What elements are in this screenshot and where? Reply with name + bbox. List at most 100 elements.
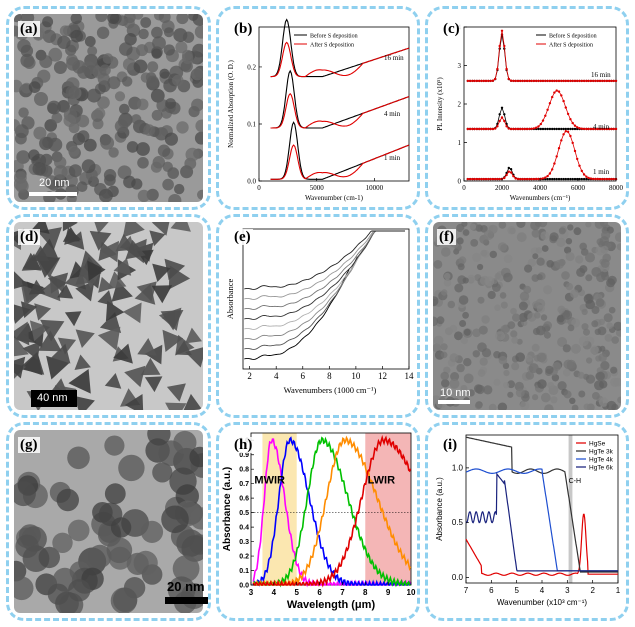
nanoparticle xyxy=(503,382,510,389)
nanoparticle xyxy=(162,178,174,191)
nanoparticle xyxy=(57,284,74,299)
y-tick-label: 0.8 xyxy=(239,467,249,474)
nanoparticle xyxy=(604,334,613,342)
nanoparticle xyxy=(606,322,613,329)
nanoparticle xyxy=(519,291,530,301)
nanoparticle xyxy=(72,132,85,146)
annotation: 1 min xyxy=(593,168,610,176)
nanoparticle xyxy=(14,576,34,601)
nanoparticle xyxy=(483,385,493,395)
nanoparticle xyxy=(536,352,547,363)
scale-text-g: 20 nm xyxy=(167,579,205,594)
y-tick-label: 0.2 xyxy=(239,554,249,561)
nanoparticle xyxy=(66,54,78,66)
nanoparticle xyxy=(173,430,197,455)
y-axis-label: Absorbance (a.u.) xyxy=(435,477,444,541)
nanoparticle xyxy=(166,383,186,402)
nanoparticle xyxy=(571,318,581,328)
nanoparticle xyxy=(113,587,138,612)
nanoparticle xyxy=(470,239,479,247)
nanoparticle xyxy=(70,29,83,43)
nanoparticle xyxy=(52,532,73,553)
absorbance-curve xyxy=(244,232,374,330)
nanoparticle xyxy=(459,320,467,327)
nanoparticle xyxy=(606,278,616,288)
nanoparticle xyxy=(21,116,35,130)
nanoparticle xyxy=(21,284,42,307)
y-axis-label: Absorbance (a.u.) xyxy=(222,467,233,551)
nanoparticle xyxy=(507,391,514,398)
nanoparticle xyxy=(133,14,144,20)
legend-label: HgSe xyxy=(589,441,606,448)
nanoparticle xyxy=(87,88,101,103)
nanoparticle xyxy=(519,400,530,410)
nanoparticle xyxy=(191,68,203,81)
nanoparticle xyxy=(114,91,126,102)
nanoparticle xyxy=(463,373,474,384)
y-tick-label: 1.0 xyxy=(452,463,464,472)
nanoparticle xyxy=(477,263,484,271)
nanoparticle xyxy=(532,394,539,401)
nanoparticle xyxy=(192,43,203,58)
nanoparticle xyxy=(503,369,510,377)
nanoparticle xyxy=(479,357,488,366)
nanoparticle xyxy=(147,61,159,73)
nanoparticle xyxy=(567,224,574,231)
nanoparticle xyxy=(498,222,507,229)
nanoparticle xyxy=(573,227,582,236)
nanoparticle xyxy=(122,58,136,71)
nanoparticle xyxy=(557,305,566,314)
annotation: 16 min xyxy=(591,71,611,79)
y-tick-label: 0.0 xyxy=(452,573,464,582)
nanoparticle xyxy=(492,283,501,292)
x-axis-label: Wavenumber (x10³ cm⁻¹) xyxy=(497,598,588,607)
plot-frame xyxy=(250,432,412,586)
panel-e: 2 4 6 8 10 12 14 Wavenumbers (1000 cm⁻¹) Absorba… xyxy=(216,214,420,418)
absorbance-curve xyxy=(244,230,405,290)
legend-label: Before S deposition xyxy=(549,33,597,40)
nanoparticle xyxy=(197,189,203,200)
nanoparticle xyxy=(14,481,36,507)
nanoparticle xyxy=(561,271,570,280)
nanoparticle xyxy=(97,96,110,109)
nanoparticle xyxy=(183,393,202,410)
panel-label-f: (f) xyxy=(437,229,456,245)
nanoparticle xyxy=(113,343,133,364)
nanoparticle xyxy=(597,326,607,336)
nanoparticle xyxy=(22,253,42,271)
nanoparticle xyxy=(165,98,177,109)
nanoparticle xyxy=(64,227,82,245)
nanoparticle xyxy=(598,318,605,326)
nanoparticle xyxy=(143,124,156,136)
nanoparticle xyxy=(440,343,448,351)
nanoparticle xyxy=(84,36,96,47)
x-tick-label: 3 xyxy=(249,588,254,597)
nanoparticle xyxy=(102,53,114,64)
panel-d: (d) 40 nm xyxy=(6,214,211,418)
nanoparticle xyxy=(516,222,526,228)
nanoparticle xyxy=(103,169,117,182)
nanoparticle xyxy=(525,371,534,380)
panel-label-h: (h) xyxy=(232,437,255,453)
annotation: 4 min xyxy=(384,110,401,118)
nanoparticle xyxy=(512,313,521,322)
nanoparticle xyxy=(108,147,119,158)
nanoparticle xyxy=(480,249,488,257)
legend-label: HgTe 4k xyxy=(589,457,614,464)
nanoparticle xyxy=(528,363,539,374)
nanoparticle xyxy=(503,272,513,283)
nanoparticle xyxy=(550,396,558,404)
absorbance-curve xyxy=(244,230,390,310)
panel-label-b: (b) xyxy=(232,21,255,37)
scale-text-f: 10 nm xyxy=(440,387,471,399)
nanoparticle xyxy=(477,296,485,304)
y-tick-label: 0.7 xyxy=(239,481,249,488)
nanoparticle xyxy=(601,272,609,281)
nanoparticle xyxy=(114,119,129,133)
nanoparticle xyxy=(174,183,185,195)
nanoparticle xyxy=(617,396,621,404)
nanoparticle xyxy=(124,365,146,388)
nanoparticle xyxy=(440,389,449,397)
tem-image-d xyxy=(14,222,203,410)
nanoparticle xyxy=(14,79,23,93)
